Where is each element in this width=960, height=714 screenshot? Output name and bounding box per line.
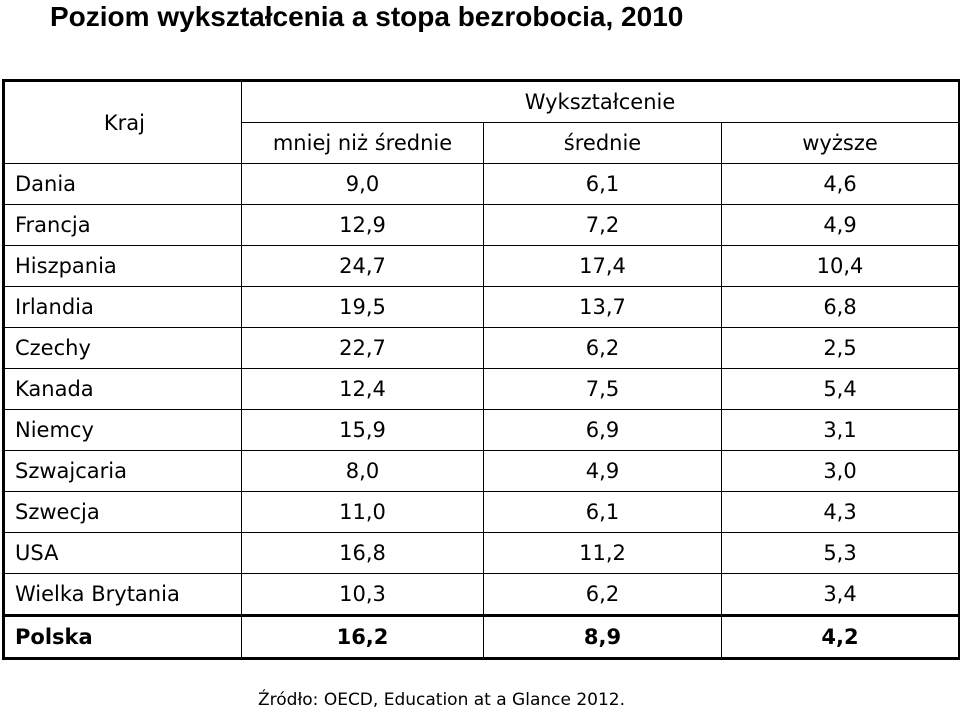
value-cell: 6,8	[720, 286, 960, 328]
source-note: Źródło: OECD, Education at a Glance 2012…	[258, 690, 626, 710]
country-cell: Wielka Brytania	[3, 573, 242, 616]
value-cell: 7,5	[483, 368, 722, 410]
value-cell: 8,9	[483, 614, 722, 659]
country-cell: Szwecja	[3, 491, 242, 533]
table-row: Polska 16,2 8,9 4,2	[3, 614, 960, 659]
value-cell: 8,0	[241, 450, 484, 492]
value-cell: 24,7	[241, 245, 484, 287]
table-row: Hiszpania 24,7 17,4 10,4	[3, 245, 960, 287]
value-cell: 5,4	[720, 368, 960, 410]
table-row: Irlandia 19,5 13,7 6,8	[3, 286, 960, 328]
value-cell: 6,1	[483, 491, 722, 533]
table-row: Wielka Brytania 10,3 6,2 3,4	[3, 573, 960, 616]
value-cell: 11,2	[483, 532, 722, 574]
value-cell: 3,4	[720, 573, 960, 616]
header-row-group: Kraj Wykształcenie	[3, 80, 960, 164]
column-header-tertiary: wyższe	[720, 122, 960, 164]
value-cell: 10,4	[720, 245, 960, 287]
country-cell: Szwajcaria	[3, 450, 242, 492]
value-cell: 11,0	[241, 491, 484, 533]
table-row: Szwajcaria 8,0 4,9 3,0	[3, 450, 960, 492]
column-header-below-secondary: mniej niż średnie	[241, 122, 484, 164]
value-cell: 6,2	[483, 327, 722, 369]
country-cell: Kanada	[3, 368, 242, 410]
table-row: Francja 12,9 7,2 4,9	[3, 204, 960, 246]
value-cell: 2,5	[720, 327, 960, 369]
page-title: Poziom wykształcenia a stopa bezrobocia,…	[50, 1, 684, 32]
table-body: Dania 9,0 6,1 4,6 Francja 12,9 7,2 4,9 Hiszpania…	[3, 163, 960, 659]
header-row-columns: mniej niż średnie średnie wyższe	[4, 122, 960, 164]
value-cell: 12,9	[241, 204, 484, 246]
value-cell: 12,4	[241, 368, 484, 410]
value-cell: 22,7	[241, 327, 484, 369]
country-cell: Irlandia	[3, 286, 242, 328]
value-cell: 9,0	[241, 163, 484, 205]
value-cell: 17,4	[483, 245, 722, 287]
country-cell: USA	[3, 532, 242, 574]
country-cell: Czechy	[3, 327, 242, 369]
table-row: Szwecja 11,0 6,1 4,3	[3, 491, 960, 533]
country-cell: Francja	[3, 204, 242, 246]
value-cell: 7,2	[483, 204, 722, 246]
country-cell: Polska	[3, 614, 242, 659]
column-header-secondary: średnie	[483, 122, 722, 164]
value-cell: 4,2	[720, 614, 960, 659]
value-cell: 5,3	[720, 532, 960, 574]
table-row: Dania 9,0 6,1 4,6	[3, 163, 960, 205]
value-cell: 13,7	[483, 286, 722, 328]
table-row: USA 16,8 11,2 5,3	[3, 532, 960, 574]
value-cell: 4,9	[483, 450, 722, 492]
value-cell: 4,6	[720, 163, 960, 205]
value-cell: 3,1	[720, 409, 960, 451]
country-cell: Hiszpania	[3, 245, 242, 287]
value-cell: 15,9	[241, 409, 484, 451]
value-cell: 4,9	[720, 204, 960, 246]
value-cell: 4,3	[720, 491, 960, 533]
education-group-header: Wykształcenie	[240, 80, 960, 123]
value-cell: 3,0	[720, 450, 960, 492]
table-row: Niemcy 15,9 6,9 3,1	[3, 409, 960, 451]
value-cell: 6,1	[483, 163, 722, 205]
value-cell: 16,8	[241, 532, 484, 574]
value-cell: 6,9	[483, 409, 722, 451]
country-column-header: Kraj	[3, 80, 242, 164]
value-cell: 6,2	[483, 573, 722, 616]
country-cell: Dania	[3, 163, 242, 205]
value-cell: 16,2	[241, 614, 484, 659]
unemployment-table: Kraj Wykształcenie mniej niż średnie śre…	[2, 79, 960, 660]
value-cell: 10,3	[241, 573, 484, 616]
table-row: Czechy 22,7 6,2 2,5	[3, 327, 960, 369]
table-row: Kanada 12,4 7,5 5,4	[3, 368, 960, 410]
country-cell: Niemcy	[3, 409, 242, 451]
value-cell: 19,5	[241, 286, 484, 328]
